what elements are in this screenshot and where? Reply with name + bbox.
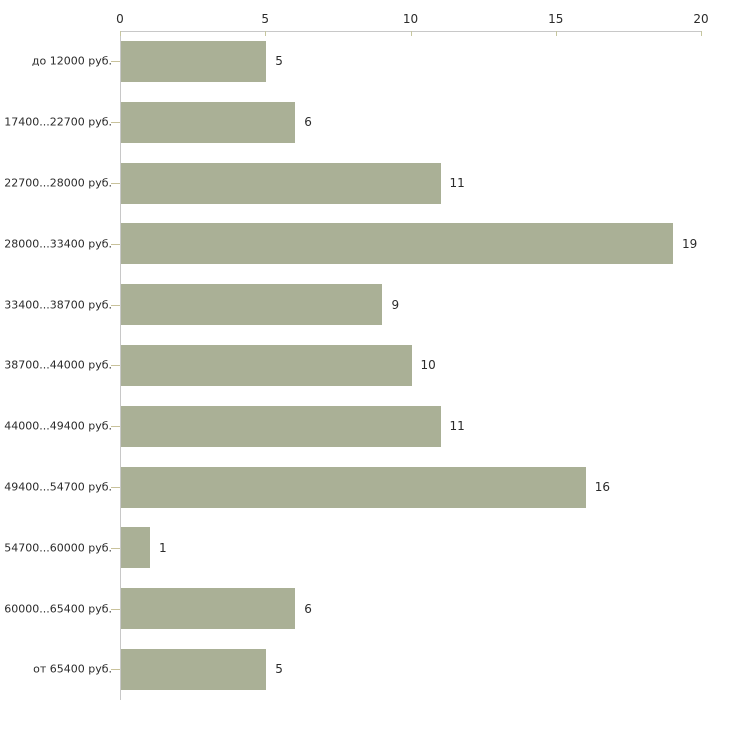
category-tick-mark: [111, 61, 120, 62]
value-label: 6: [304, 115, 312, 130]
bar-38700...44000 руб.: [121, 344, 412, 386]
value-label: 16: [594, 480, 611, 494]
value-label: 1: [159, 540, 167, 555]
category-label: до 12000 руб.: [31, 54, 112, 68]
category-tick-mark: [111, 122, 120, 123]
category-label: 49400...54700 руб.: [4, 480, 112, 494]
x-tick-mark: [410, 31, 412, 36]
bar-22700...28000 руб.: [121, 162, 441, 204]
x-tick-label: 0: [116, 12, 124, 26]
x-tick-label: 15: [548, 12, 564, 26]
category-label: 54700...60000 руб.: [4, 541, 112, 555]
category-label: от 65400 руб.: [33, 662, 112, 676]
category-label: 33400...38700 руб.: [4, 298, 112, 312]
category-label: 38700...44000 руб.: [4, 358, 112, 372]
value-label: 5: [275, 54, 283, 69]
category-label: 22700...28000 руб.: [4, 176, 112, 190]
category-tick-mark: [111, 487, 120, 488]
category-tick-mark: [111, 669, 120, 670]
category-tick-mark: [111, 183, 120, 184]
value-label: 6: [304, 601, 312, 616]
category-label: 60000...65400 руб.: [4, 602, 112, 616]
x-tick-label: 10: [402, 12, 419, 26]
category-tick-mark: [111, 365, 120, 366]
value-label: 19: [681, 236, 698, 251]
bar-от 65400 руб.: [121, 648, 267, 690]
bar-до 12000 руб.: [121, 40, 267, 82]
bar-54700...60000 руб.: [121, 527, 151, 569]
category-tick-mark: [111, 548, 120, 549]
bar-17400...22700 руб.: [121, 101, 296, 143]
x-tick-mark: [701, 31, 702, 36]
x-tick-mark: [265, 31, 267, 36]
value-label: 11: [449, 419, 465, 434]
value-label: 11: [449, 176, 465, 190]
value-label: 5: [275, 662, 283, 677]
category-tick-mark: [111, 609, 120, 610]
bar-44000...49400 руб.: [121, 405, 441, 447]
category-tick-mark: [111, 244, 120, 245]
x-tick-label: 20: [693, 12, 709, 26]
category-label: 17400...22700 руб.: [4, 115, 112, 129]
y-axis-line: [120, 31, 121, 700]
value-label: 10: [420, 358, 436, 373]
category-tick-mark: [111, 426, 120, 427]
bar-60000...65400 руб.: [121, 588, 296, 630]
category-tick-mark: [111, 305, 120, 306]
category-label: 28000...33400 руб.: [4, 237, 112, 251]
value-label: 9: [391, 297, 400, 312]
x-tick-mark: [555, 31, 557, 36]
x-tick-mark: [120, 31, 121, 36]
x-tick-label: 5: [261, 12, 270, 26]
bar-28000...33400 руб.: [121, 223, 673, 265]
bar-49400...54700 руб.: [121, 466, 586, 508]
category-label: 44000...49400 руб.: [4, 419, 112, 433]
bar-33400...38700 руб.: [121, 284, 383, 326]
